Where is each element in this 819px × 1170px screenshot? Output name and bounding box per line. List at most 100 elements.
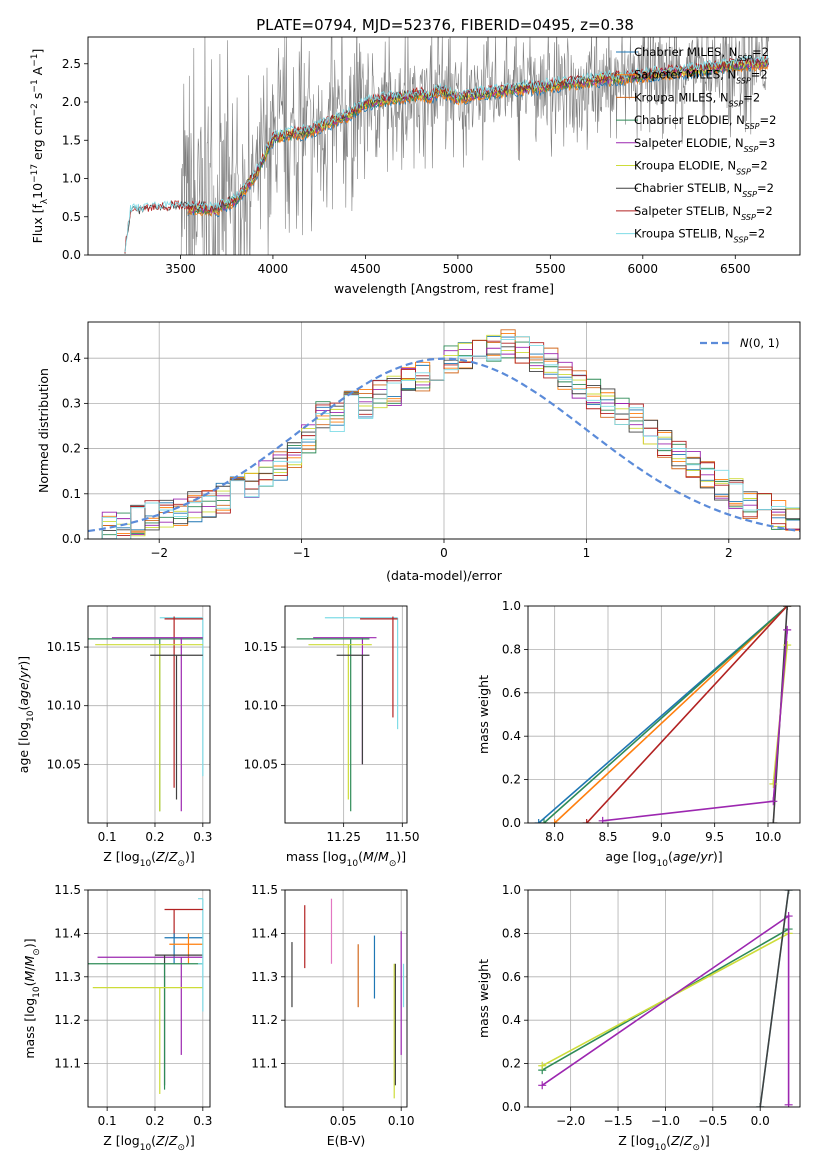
- axes-frame: [527, 889, 801, 1108]
- y-tick-label: 10.15: [47, 640, 81, 654]
- y-tick-label: 11.3: [251, 970, 278, 984]
- weight-marker: [783, 606, 792, 610]
- x-tick-label: 0: [440, 546, 448, 560]
- x-axis-label-part: Z [log: [103, 849, 139, 864]
- weight-line-salpeter_miles: [554, 606, 788, 823]
- y-tick-label: 0.0: [502, 1100, 521, 1114]
- panel-residuals: −2 −1 0 1 2 0.0 0.1 0.2 0.3 0.4 (data-model)/error…: [36, 321, 801, 583]
- x-axis-label-part: )]: [185, 849, 195, 864]
- legend-text: Chabrier STELIB, N: [634, 181, 742, 195]
- plot-area: [88, 616, 204, 812]
- y-axis-label-part: −1: [30, 79, 40, 92]
- x-axis-label-part: )]: [713, 849, 723, 864]
- normal-curve: [88, 357, 800, 533]
- x-axis-label-part: ⊙: [692, 1143, 700, 1153]
- weight-line-chabrier_elodie: [543, 606, 788, 823]
- legend-suffix: =2: [752, 45, 769, 59]
- y-tick-label: 0.1: [62, 487, 81, 501]
- x-axis-label-part: yr: [699, 849, 713, 864]
- legend-sub: SSP: [734, 235, 749, 244]
- weight-marker: [756, 1103, 765, 1107]
- y-tick-label: 10.10: [244, 699, 278, 713]
- y-axis-label-part: ]: [30, 49, 45, 54]
- x-tick-label: 0.10: [388, 1114, 415, 1128]
- y-tick-label: 0.0: [62, 532, 81, 546]
- x-axis-label-part: E(B-V): [327, 1133, 366, 1148]
- x-axis-label: Z [log10(Z/Z⊙)]: [103, 849, 195, 869]
- x-axis-label-part: M: [378, 849, 389, 864]
- x-axis-label-part: /: [696, 849, 701, 864]
- legend-sub: SSP: [736, 167, 751, 176]
- x-axis-label: mass [log10(M/M⊙)]: [286, 849, 406, 869]
- y-tick-label: 10.05: [47, 757, 81, 771]
- x-tick-label: 0.1: [98, 830, 117, 844]
- legend-entry: Kroupa MILES, NSSP=2: [634, 90, 760, 108]
- y-axis-label-part: /: [22, 966, 37, 971]
- x-tick-label: −1.5: [603, 1114, 632, 1128]
- y-tick-label: 0.8: [502, 642, 521, 656]
- plot-area: [88, 898, 204, 1094]
- panel-mass-vs-Z: 0.1 0.2 0.311.111.211.311.411.5Z [log10(Z/…: [22, 883, 212, 1153]
- y-axis-label-part: −2: [30, 103, 40, 116]
- legend-entry: N(0, 1): [740, 336, 780, 350]
- x-tick-label: −1: [293, 546, 311, 560]
- y-axis-label-part: (: [22, 982, 37, 987]
- legend-entry: Kroupa ELODIE, NSSP=2: [634, 159, 768, 177]
- x-axis-label-part: 10: [655, 1143, 667, 1153]
- x-tick-label: −2.0: [556, 1114, 585, 1128]
- x-tick-label: −2: [150, 546, 168, 560]
- y-axis-label: mass [log10(M/M⊙)]: [22, 938, 42, 1058]
- weight-marker: [538, 1061, 547, 1070]
- y-axis-label-part: s: [30, 93, 45, 104]
- x-axis-label-part: age: [673, 849, 697, 864]
- y-tick-label: 0.4: [502, 729, 521, 743]
- y-axis-label-part: )]: [16, 656, 31, 666]
- y-axis-label-part: Normed distribution: [36, 368, 51, 493]
- x-axis-label-part: 10: [657, 859, 669, 869]
- y-tick-label: 11.4: [54, 926, 81, 940]
- y-axis-label: mass weight: [476, 675, 491, 754]
- legend-text: Kroupa MILES, N: [634, 90, 729, 104]
- x-tick-label: 0.1: [98, 1114, 117, 1128]
- legend-sub: SSP: [736, 76, 751, 85]
- x-axis-label-part: (: [668, 849, 673, 864]
- axes-frame: [87, 889, 211, 1108]
- legend-sub: SSP: [745, 122, 760, 131]
- x-tick-label: 4000: [258, 262, 289, 276]
- weight-marker: [769, 797, 778, 806]
- x-axis-label: age [log10(age/yr)]: [605, 849, 722, 869]
- legend-text: (0, 1): [749, 336, 780, 350]
- x-tick-label: 11.25: [326, 830, 360, 844]
- y-axis-label-part: M: [22, 971, 37, 982]
- y-tick-label: 0.6: [502, 970, 521, 984]
- x-axis-label-part: mass [log: [286, 849, 347, 864]
- y-tick-label: 11.4: [251, 926, 278, 940]
- plot-area: [538, 890, 793, 1107]
- x-axis-label-part: (: [151, 849, 156, 864]
- y-tick-label: 1.5: [62, 133, 81, 147]
- y-tick-label: 11.5: [251, 883, 278, 897]
- y-tick-label: 10.10: [47, 699, 81, 713]
- y-tick-label: 1.0: [62, 172, 81, 186]
- x-axis-label-part: (: [151, 1133, 156, 1148]
- y-axis-label-part: 10: [30, 183, 45, 199]
- figure-title: PLATE=0794, MJD=52376, FIBERID=0495, z=0…: [256, 16, 634, 34]
- x-axis-label-part: Z: [168, 849, 178, 864]
- weight-marker: [769, 819, 778, 823]
- histogram-kroupa_stelib: [88, 336, 800, 539]
- x-axis-label-part: 10: [347, 859, 359, 869]
- y-axis-label-part: A: [30, 66, 45, 79]
- legend-sub: SSP: [729, 99, 744, 108]
- legend-suffix: =2: [751, 68, 768, 82]
- weight-marker: [783, 641, 792, 650]
- y-axis-label-part: 10: [26, 710, 36, 722]
- x-tick-label: 8.0: [545, 830, 564, 844]
- y-axis-label-part: M: [22, 955, 37, 966]
- x-tick-label: 0.2: [145, 1114, 164, 1128]
- x-tick-label: 10.0: [755, 830, 782, 844]
- axes-frame: [87, 321, 801, 540]
- weight-marker: [538, 1081, 547, 1090]
- x-axis-label-part: Z: [155, 1133, 165, 1148]
- x-axis-label-part: /: [680, 1133, 685, 1148]
